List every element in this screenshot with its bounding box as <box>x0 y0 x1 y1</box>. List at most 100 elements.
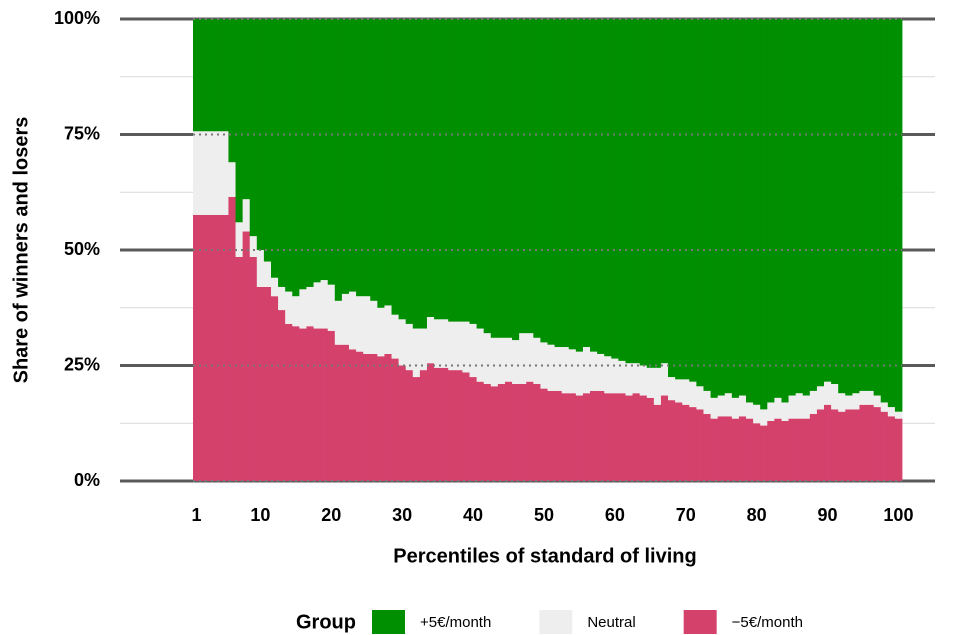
bar-segment <box>788 418 797 481</box>
bar-segment <box>504 337 513 382</box>
bar-segment <box>363 353 371 481</box>
bar-segment <box>795 418 804 481</box>
bar-segment <box>469 19 477 324</box>
bar-segment <box>880 19 889 403</box>
bar-segment <box>341 344 350 481</box>
bar-segment <box>887 416 896 481</box>
bar-segment <box>469 323 477 378</box>
bar-segment <box>455 19 463 322</box>
bar-segment <box>675 19 683 380</box>
bar-segment <box>604 356 612 394</box>
bar-segment <box>221 131 229 215</box>
bar-segment <box>781 402 789 421</box>
bar-segment <box>611 358 619 394</box>
bar-segment <box>689 381 697 408</box>
bar-segment <box>370 300 378 354</box>
bar-segment <box>568 349 577 394</box>
bar-segment <box>526 381 534 481</box>
bar-segment <box>760 409 768 426</box>
bar-segment <box>228 196 236 481</box>
bar-segment <box>859 404 867 481</box>
bar-segment <box>320 328 329 481</box>
bar-segment <box>356 296 364 352</box>
bar-segment <box>469 377 477 481</box>
bar-segment <box>746 418 754 481</box>
y-tick-label: 25% <box>64 354 100 374</box>
bar-segment <box>682 19 690 380</box>
bar-segment <box>405 370 414 481</box>
bar-segment <box>476 328 485 382</box>
bar-segment <box>370 353 378 481</box>
bar-segment <box>668 400 676 481</box>
bar-segment <box>370 19 378 301</box>
bar-segment <box>845 409 853 481</box>
bar-segment <box>738 416 747 481</box>
bar-segment <box>873 19 882 396</box>
bar-segment <box>398 319 407 366</box>
bar-segment <box>292 326 300 481</box>
bar-segment <box>526 19 534 334</box>
bar-segment <box>285 323 293 481</box>
bar-segment <box>831 19 839 384</box>
bar-segment <box>703 390 711 415</box>
bar-segment <box>434 319 442 368</box>
bar-segment <box>476 381 485 481</box>
bar-segment <box>278 19 286 287</box>
bar-segment <box>235 222 244 257</box>
bar-segment <box>611 393 619 481</box>
bar-segment <box>824 404 832 481</box>
bar-segment <box>590 351 598 391</box>
bar-segment <box>710 397 719 419</box>
bar-segment <box>653 404 662 481</box>
bar-segment <box>405 19 414 324</box>
bar-segment <box>448 19 456 322</box>
bar-segment <box>738 19 747 396</box>
bar-segment <box>363 19 371 297</box>
bar-segment <box>412 328 421 378</box>
bar-segment <box>703 414 711 481</box>
bar-segment <box>285 19 293 292</box>
bar-segment <box>519 19 527 334</box>
bar-segment <box>625 363 633 396</box>
bar-segment <box>653 19 662 368</box>
bar-segment <box>363 296 371 354</box>
bar-segment <box>235 19 244 223</box>
bar-segment <box>866 404 875 481</box>
bar-segment <box>398 19 407 320</box>
bar-segment <box>207 214 215 481</box>
bar-segment <box>419 370 428 481</box>
bar-segment <box>193 19 201 132</box>
bar-segment <box>824 381 832 405</box>
bar-segment <box>753 19 761 405</box>
bar-segment <box>746 19 754 403</box>
bar-segment <box>809 390 818 415</box>
bar-segment <box>880 402 889 412</box>
bars <box>193 19 903 481</box>
bar-segment <box>193 214 201 481</box>
bar-segment <box>214 131 222 215</box>
bar-segment <box>242 199 251 232</box>
bar-segment <box>604 19 612 357</box>
bar-segment <box>781 420 789 481</box>
bar-segment <box>838 19 846 394</box>
bar-segment <box>540 342 548 389</box>
bar-segment <box>200 19 208 132</box>
bar-segment <box>270 277 279 297</box>
bar-segment <box>497 383 506 481</box>
bar-segment <box>568 393 577 481</box>
x-tick-label: 30 <box>392 505 412 525</box>
bar-segment <box>717 19 726 396</box>
bar-segment <box>249 236 258 257</box>
bar-segment <box>894 418 903 481</box>
bar-segment <box>824 19 832 382</box>
bar-segment <box>306 326 314 481</box>
legend-title: Group <box>296 611 356 633</box>
bar-segment <box>696 409 704 481</box>
bar-segment <box>519 383 527 481</box>
bar-segment <box>852 19 860 394</box>
bar-segment <box>859 390 867 405</box>
bar-segment <box>419 328 428 371</box>
bar-segment <box>441 367 449 481</box>
bar-segment <box>334 300 343 345</box>
